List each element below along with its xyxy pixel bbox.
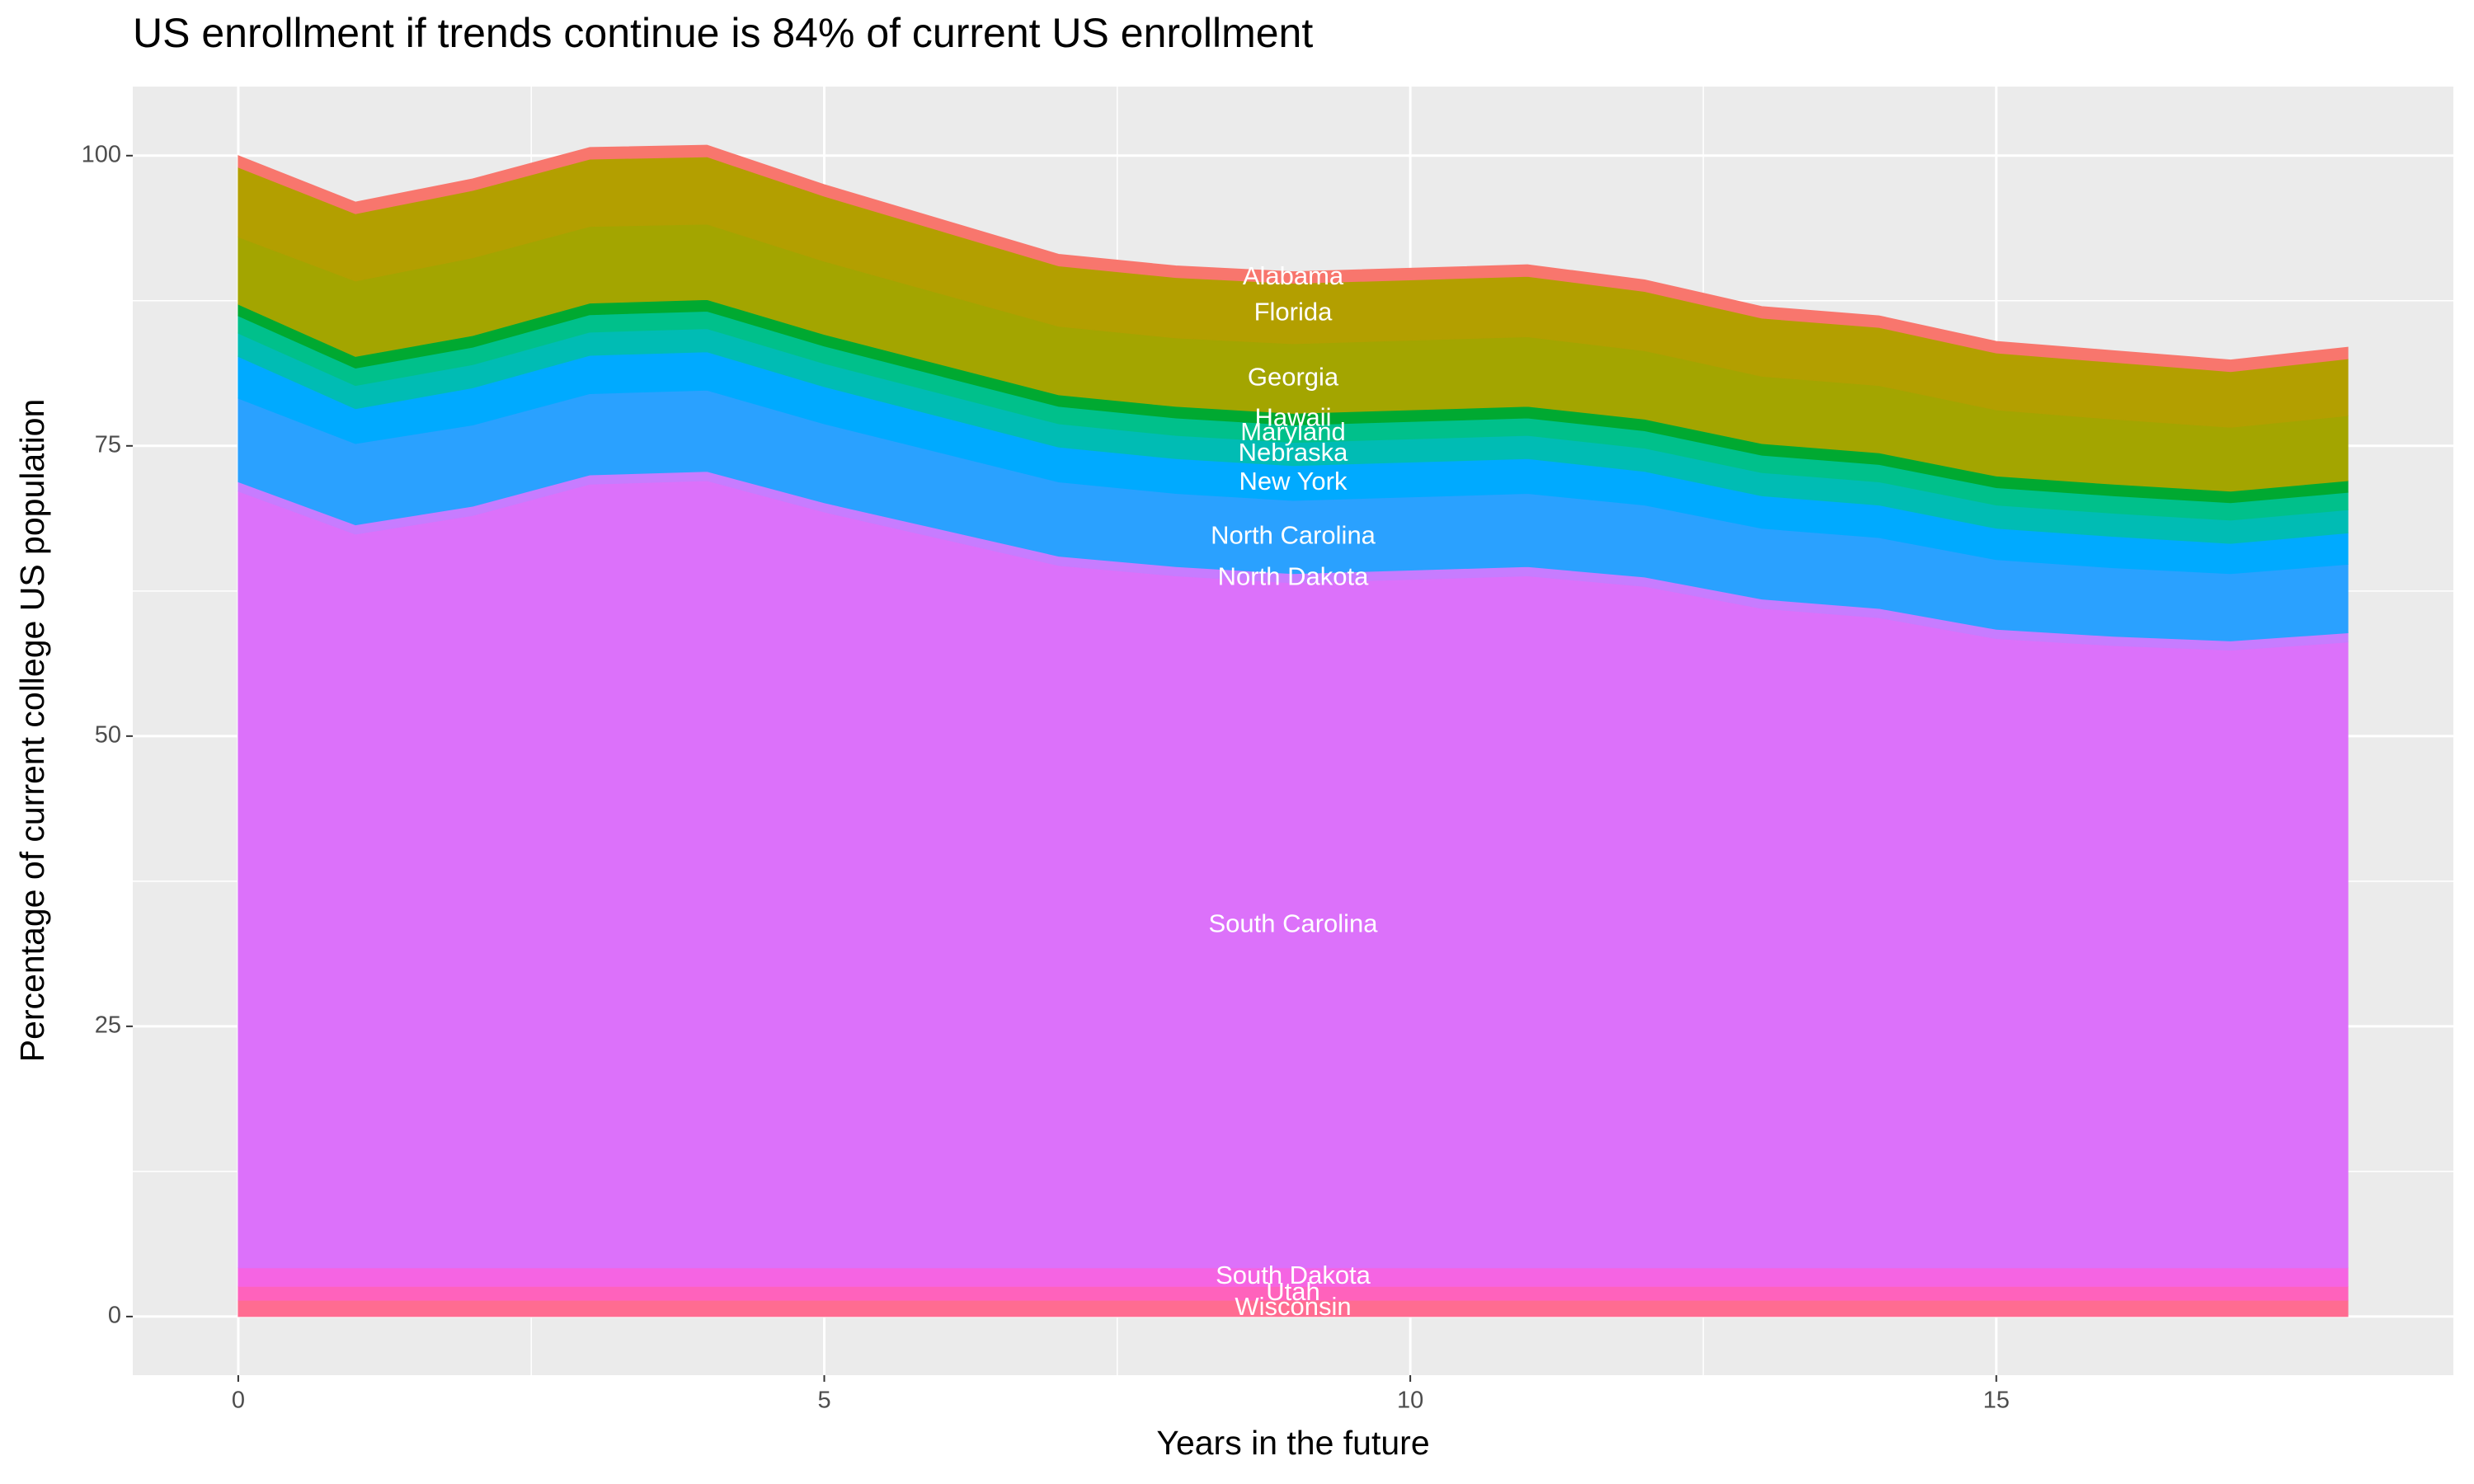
y-axis-title: Percentage of current college US populat… xyxy=(13,399,51,1063)
area-label: Utah xyxy=(1266,1277,1319,1306)
x-tick-label: 5 xyxy=(817,1388,830,1414)
area-label: Georgia xyxy=(1248,362,1339,391)
area-label: North Dakota xyxy=(1218,562,1369,591)
y-tick-label: 100 xyxy=(82,141,121,167)
area-label: Alabama xyxy=(1243,261,1344,290)
y-tick-label: 25 xyxy=(95,1012,121,1039)
area-label: Florida xyxy=(1254,297,1333,326)
area-label: Hawaii xyxy=(1254,403,1331,432)
area-label: South Dakota xyxy=(1216,1261,1371,1289)
axes: 0 25 50 75 100 0 5 10 15 xyxy=(82,141,2010,1413)
x-tick-label: 0 xyxy=(232,1388,245,1414)
x-tick-label: 15 xyxy=(1983,1388,2010,1414)
area-label: Maryland xyxy=(1240,417,1346,446)
x-axis-title: Years in the future xyxy=(1156,1424,1429,1462)
area-label: North Carolina xyxy=(1211,521,1376,550)
y-tick-label: 50 xyxy=(95,721,121,748)
chart-title: US enrollment if trends continue is 84% … xyxy=(133,10,1313,56)
area-label: Nebraska xyxy=(1239,438,1348,467)
y-tick-label: 0 xyxy=(108,1303,121,1329)
area xyxy=(238,144,2349,373)
areas xyxy=(238,144,2349,1317)
area-label: Wisconsin xyxy=(1235,1292,1351,1321)
area-label: South Carolina xyxy=(1208,909,1378,938)
x-tick-label: 10 xyxy=(1397,1388,1423,1414)
y-tick-label: 75 xyxy=(95,431,121,458)
area-label: New York xyxy=(1239,467,1348,495)
